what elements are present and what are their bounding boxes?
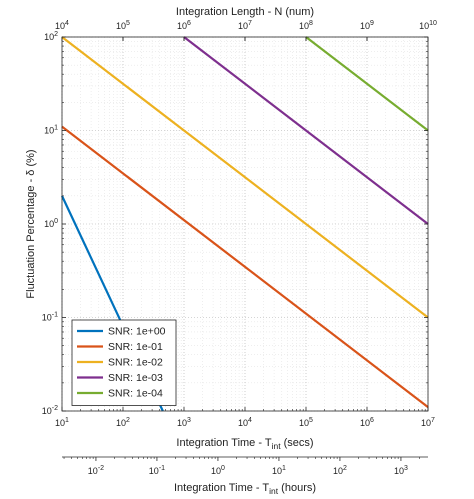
bottom-axis-label: Integration Time - Tint (secs): [176, 437, 313, 451]
hours-tick-label: 103: [394, 465, 408, 476]
series-line-4: [183, 36, 429, 225]
y-tick-label: 100: [44, 218, 58, 229]
x-bottom-tick-label: 104: [238, 417, 252, 428]
bottom-axis-label-unit: (secs): [281, 437, 314, 449]
series-line-5: [305, 36, 429, 132]
top-axis-label: Integration Length - N (num): [176, 6, 314, 18]
series-line-3: [61, 36, 429, 319]
y-tick-label: 10-1: [42, 312, 58, 323]
x-bottom-tick-label: 105: [299, 417, 313, 428]
hours-tick-label: 102: [333, 465, 347, 476]
bottom-axis-label-sub: int: [272, 441, 282, 451]
x-top-tick-label: 108: [299, 20, 313, 31]
y-tick-label: 10-2: [42, 405, 58, 416]
x-bottom-tick-label: 103: [177, 417, 191, 428]
bottom-axis-label-main: Integration Time - T: [176, 437, 271, 449]
y-axis-label: Fluctuation Percentage - δ (%): [25, 149, 37, 298]
x-bottom-tick-label: 102: [116, 417, 130, 428]
legend-label-5: SNR: 1e-04: [108, 388, 163, 400]
hours-axis-label-main: Integration Time - T: [174, 482, 269, 494]
x-bottom-tick-label: 101: [55, 417, 69, 428]
series-line-2: [61, 125, 429, 409]
legend: SNR: 1e+00 SNR: 1e-01 SNR: 1e-02 SNR: 1e-03…: [71, 319, 177, 406]
x-bottom-tick-label: 106: [360, 417, 374, 428]
legend-label-4: SNR: 1e-03: [108, 372, 163, 384]
legend-label-3: SNR: 1e-02: [108, 357, 163, 369]
axes: 101 102 103 104 105 106 107 104 105 106 107 108 109 1…: [42, 20, 437, 476]
hours-tick-label: 10-1: [149, 465, 165, 476]
hours-axis-label-unit: (hours): [278, 482, 316, 494]
hours-tick-label: 100: [211, 465, 225, 476]
y-tick-label: 101: [44, 125, 58, 136]
hours-axis-label: Integration Time - Tint (hours): [174, 482, 316, 496]
x-top-tick-label: 104: [55, 20, 69, 31]
x-top-tick-label: 106: [177, 20, 191, 31]
hours-axis-label-sub: int: [269, 486, 279, 496]
legend-label-1: SNR: 1e+00: [108, 326, 166, 338]
legend-label-2: SNR: 1e-01: [108, 341, 163, 353]
x-top-tick-label: 109: [360, 20, 374, 31]
y-axis-label-unit: (%): [25, 149, 37, 169]
x-top-tick-label: 107: [238, 20, 252, 31]
x-bottom-tick-label: 107: [421, 417, 435, 428]
y-axis-label-symbol: δ: [25, 170, 37, 176]
y-tick-label: 102: [44, 31, 58, 42]
hours-tick-label: 101: [272, 465, 286, 476]
x-top-tick-label: 105: [116, 20, 130, 31]
x-top-tick-label: 1010: [419, 20, 437, 31]
hours-tick-label: 10-2: [88, 465, 104, 476]
y-axis-label-main: Fluctuation Percentage -: [25, 176, 37, 299]
